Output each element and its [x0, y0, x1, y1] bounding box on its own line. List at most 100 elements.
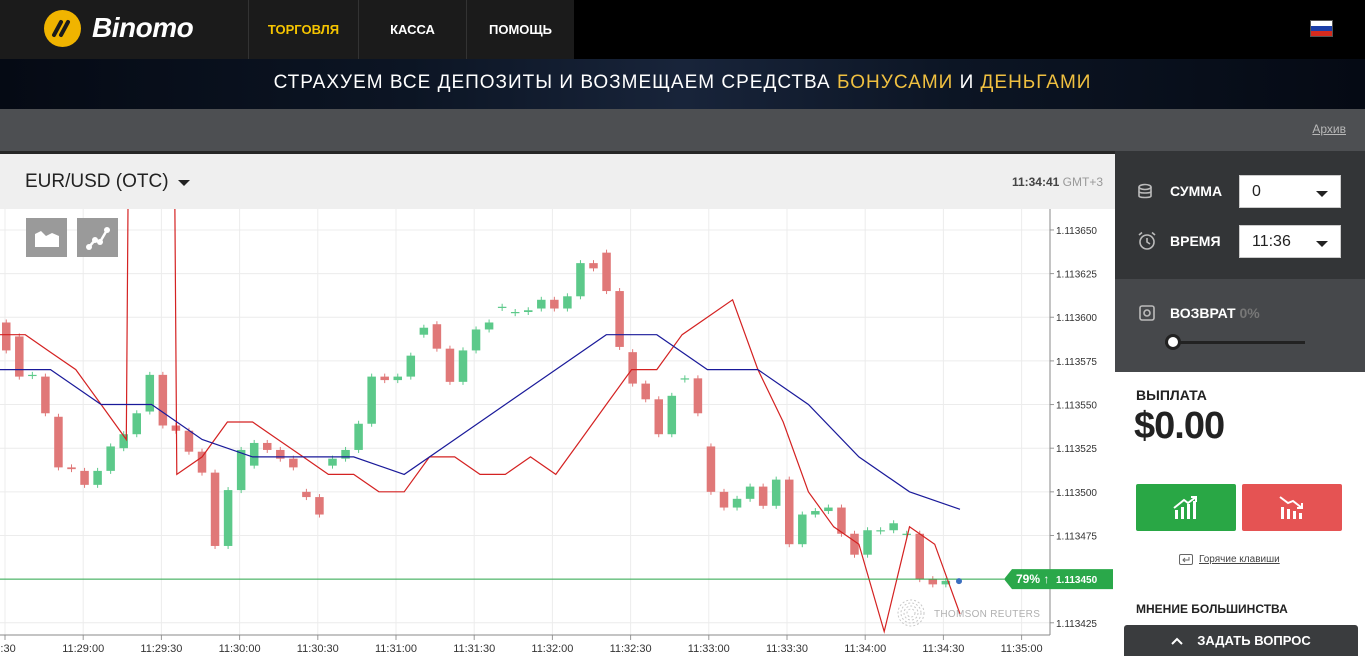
- candle-down: [654, 399, 663, 435]
- candle-up: [941, 580, 951, 585]
- main-nav: ТОРГОВЛЯ КАССА ПОМОЩЬ: [248, 0, 574, 59]
- candle-down: [54, 416, 63, 468]
- candle-up: [863, 530, 872, 555]
- russia-flag-icon[interactable]: [1310, 20, 1333, 37]
- buy-up-button[interactable]: [1136, 484, 1236, 531]
- candle-down: [785, 479, 794, 545]
- x-tick-label: 11:33:00: [688, 643, 730, 655]
- candle-down: [850, 533, 859, 555]
- candle-up: [667, 395, 677, 435]
- top-navbar: Binomo ТОРГОВЛЯ КАССА ПОМОЩЬ: [0, 0, 1365, 59]
- candle-up: [28, 374, 37, 377]
- candle-up: [811, 511, 820, 515]
- candle-down: [445, 348, 455, 382]
- candle-down: [432, 324, 442, 349]
- promo-banner[interactable]: СТРАХУЕМ ВСЕ ДЕПОЗИТЫ И ВОЗМЕЩАЕМ СРЕДСТ…: [0, 59, 1365, 109]
- nav-item-trading[interactable]: ТОРГОВЛЯ: [248, 0, 358, 59]
- candle-up: [771, 479, 781, 506]
- candle-down: [837, 507, 846, 534]
- candle-up: [745, 486, 755, 499]
- candle-up: [341, 449, 350, 459]
- x-tick-label: 11:33:30: [766, 643, 808, 655]
- refund-slider-track[interactable]: [1165, 341, 1305, 344]
- watermark-text: THOMSON REUTERS: [934, 609, 1040, 620]
- current-price-label: 1.113450: [1056, 575, 1098, 586]
- candle-down: [289, 458, 298, 468]
- chart-up-icon: [1173, 495, 1197, 519]
- y-tick-label: 1.113425: [1056, 619, 1097, 630]
- chart-down-icon: [1279, 495, 1303, 519]
- amount-select[interactable]: 0: [1239, 175, 1341, 208]
- payout-value: $0.00: [1134, 405, 1225, 447]
- chart-header: EUR/USD (OTC) 11:34:41 GMT+3: [0, 154, 1115, 209]
- refund-label: ВОЗВРАТ 0%: [1170, 305, 1260, 321]
- candle-down: [719, 491, 729, 508]
- candle-down: [276, 449, 285, 459]
- y-tick-label: 1.113500: [1056, 488, 1097, 499]
- candle-down: [315, 497, 324, 515]
- candle-up: [732, 498, 742, 508]
- candle-up: [563, 296, 572, 309]
- candle-down: [928, 579, 938, 585]
- candle-up: [497, 306, 507, 308]
- candle-up: [419, 327, 429, 335]
- plot-background: [0, 209, 1115, 656]
- candle-down: [706, 446, 716, 492]
- archive-link[interactable]: Архив: [1312, 122, 1346, 136]
- y-tick-label: 1.113625: [1056, 270, 1097, 281]
- price-chart[interactable]: 1.113650 1.113625 1.113600 1.113575 1.113550…: [0, 209, 1115, 656]
- refund-slider-handle[interactable]: [1165, 334, 1181, 350]
- server-clock: 11:34:41 GMT+3: [1011, 175, 1103, 189]
- coins-icon: [1138, 183, 1152, 199]
- candle-down: [641, 383, 650, 400]
- candle-down: [550, 299, 559, 309]
- asset-selector[interactable]: EUR/USD (OTC): [25, 171, 190, 193]
- time-label: ВРЕМЯ: [1170, 233, 1221, 249]
- x-tick-label: 11:34:00: [844, 643, 886, 655]
- x-tick-label: 11:29:00: [62, 643, 104, 655]
- candle-up: [510, 312, 520, 314]
- ask-question-button[interactable]: ЗАДАТЬ ВОПРОС: [1124, 625, 1358, 656]
- candle-down: [15, 336, 24, 377]
- fast-moving-average-line: [0, 209, 961, 634]
- buy-down-button[interactable]: [1242, 484, 1342, 531]
- y-tick-label: 1.113575: [1056, 357, 1097, 368]
- safe-icon: [1139, 305, 1155, 321]
- nav-item-help[interactable]: ПОМОЩЬ: [466, 0, 574, 59]
- candle-down: [602, 252, 611, 292]
- candle-up: [576, 263, 585, 297]
- logo[interactable]: Binomo: [0, 0, 248, 59]
- candle-up: [93, 470, 102, 485]
- nav-item-cashier[interactable]: КАССА: [358, 0, 466, 59]
- candle-up: [798, 514, 807, 545]
- chart-panel: EUR/USD (OTC) 11:34:41 GMT+3 1.113650 1.1…: [0, 151, 1115, 656]
- watermark-logo-icon: [906, 608, 916, 618]
- y-tick-label: 1.113650: [1056, 226, 1097, 237]
- chart-type-button[interactable]: [26, 218, 67, 257]
- trade-panel: СУММА 0 ВРЕМЯ 11:36 ВОЗВРАТ 0% ВЫПЛАТА $…: [1115, 151, 1365, 656]
- hotkeys-link[interactable]: Горячие клавиши: [1179, 554, 1280, 565]
- chevron-up-icon: [1171, 637, 1183, 645]
- indicators-button[interactable]: [77, 218, 118, 257]
- x-tick-label: 11:34:30: [922, 643, 964, 655]
- candle-down: [302, 491, 311, 498]
- candle-down: [758, 486, 768, 506]
- binomo-logo-icon: [44, 10, 81, 47]
- y-tick-label: 1.113525: [1056, 444, 1097, 455]
- candle-up: [132, 413, 141, 435]
- amount-label: СУММА: [1170, 183, 1223, 199]
- x-tick-label: 8:30: [0, 643, 16, 655]
- candle-up: [484, 322, 494, 330]
- price-badge-shape: [1004, 569, 1113, 590]
- banner-text: СТРАХУЕМ ВСЕ ДЕПОЗИТЫ И ВОЗМЕЩАЕМ СРЕДСТ…: [273, 72, 1092, 93]
- time-select[interactable]: 11:36: [1239, 225, 1341, 258]
- majority-opinion-title: МНЕНИЕ БОЛЬШИНСТВА: [1136, 602, 1288, 616]
- candle-up: [367, 376, 376, 424]
- candle-down: [628, 352, 637, 384]
- candle-up: [119, 434, 128, 449]
- x-tick-label: 11:30:30: [297, 643, 339, 655]
- y-tick-label: 1.113550: [1056, 401, 1097, 412]
- candle-down: [615, 291, 624, 347]
- candle-up: [902, 533, 911, 535]
- x-tick-label: 11:30:00: [219, 643, 261, 655]
